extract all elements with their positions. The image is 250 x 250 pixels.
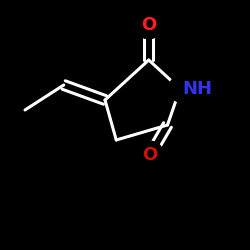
Text: O: O [141,16,156,34]
Circle shape [135,11,162,39]
Circle shape [169,75,196,102]
Circle shape [136,141,164,169]
Text: O: O [142,146,158,164]
Text: NH: NH [182,80,212,98]
